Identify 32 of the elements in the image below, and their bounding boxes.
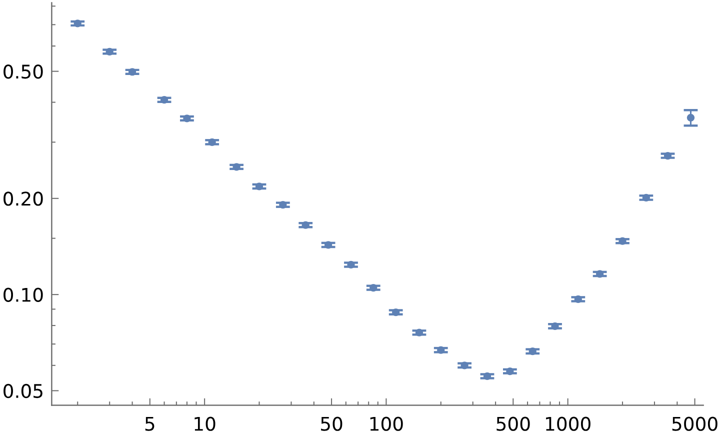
- y-tick-label: 0.05: [4, 384, 42, 398]
- point: [232, 163, 240, 171]
- point: [437, 346, 445, 354]
- y-tick-label: 0.50: [4, 64, 43, 79]
- point: [574, 295, 582, 304]
- x-tick-label: 5000: [672, 416, 718, 431]
- x-tick-label: 100: [370, 416, 403, 431]
- point: [618, 237, 626, 245]
- point: [664, 152, 672, 160]
- point: [642, 194, 650, 202]
- x-tick-label: 5: [145, 416, 154, 431]
- point: [460, 362, 468, 370]
- point: [370, 284, 378, 292]
- point: [324, 241, 332, 249]
- point: [686, 114, 695, 122]
- point: [596, 270, 604, 278]
- point: [483, 372, 492, 380]
- x-tick-label: 500: [496, 416, 530, 431]
- y-tick-label: 0.20: [4, 192, 43, 206]
- point: [279, 200, 287, 209]
- point: [302, 221, 310, 229]
- point: [347, 260, 355, 269]
- x-tick-label: 1000: [546, 416, 590, 431]
- y-tick-label: 0.10: [4, 288, 43, 302]
- point: [255, 182, 264, 190]
- point: [415, 328, 424, 336]
- point: [528, 348, 536, 356]
- point: [551, 322, 559, 330]
- point: [392, 308, 400, 316]
- x-tick-label: 10: [194, 416, 216, 431]
- point: [506, 368, 514, 376]
- x-tick-label: 50: [321, 416, 342, 431]
